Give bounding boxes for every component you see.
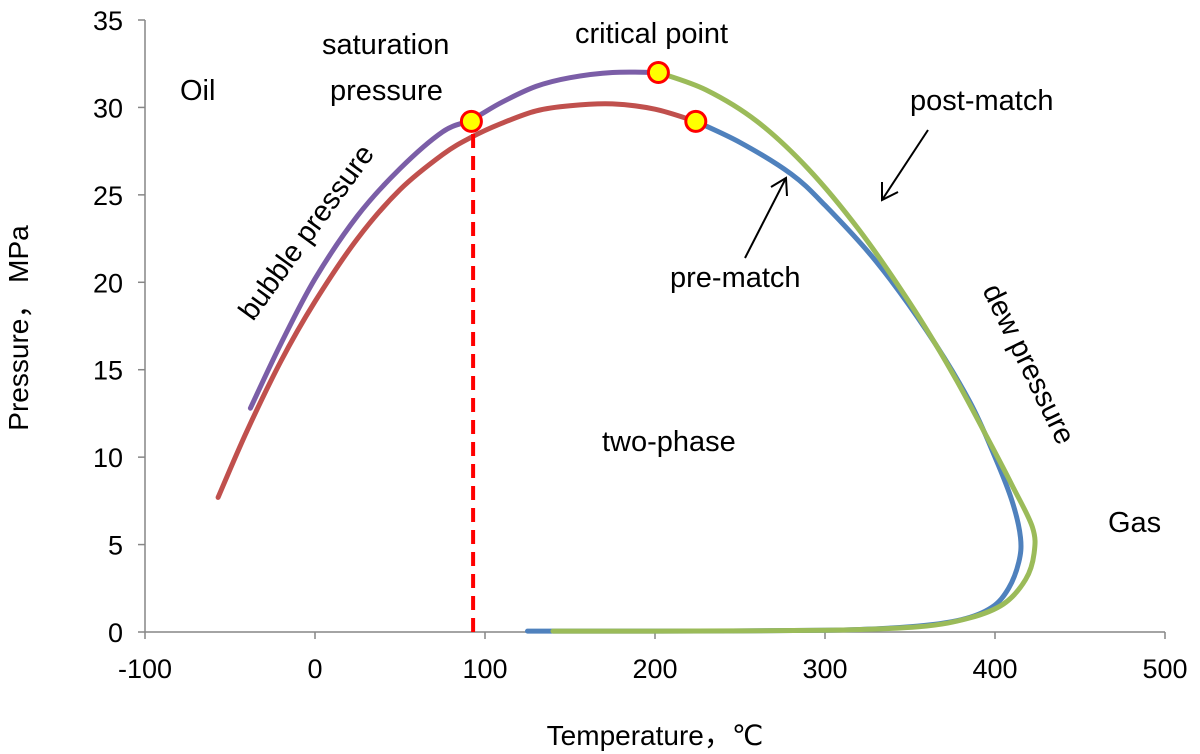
y-tick-label: 15 — [93, 356, 123, 386]
x-axis-title: Temperature，℃ — [547, 720, 764, 751]
x-tick-label: 200 — [632, 654, 677, 684]
point-marker — [459, 109, 483, 133]
label-two-phase: two-phase — [602, 426, 736, 458]
plot-markers — [459, 60, 708, 133]
y-axis-title: Pressure， MPa — [3, 225, 34, 431]
label-post-match: post-match — [910, 85, 1053, 117]
x-tick-label: 100 — [462, 654, 507, 684]
label-saturation-pressure: pressure — [330, 75, 443, 107]
axes: -100 0 100 200 300 400 500 0 5 10 15 20 25 30 35 Temper… — [3, 6, 1188, 751]
x-tick-label: 400 — [972, 654, 1017, 684]
label-saturation: saturation — [322, 29, 449, 61]
x-tick-label: 300 — [802, 654, 847, 684]
y-tick-label: 0 — [108, 618, 123, 648]
y-tick-label: 30 — [93, 93, 123, 123]
y-tick-label: 20 — [93, 268, 123, 298]
point-marker — [646, 60, 670, 84]
y-tick-label: 35 — [93, 6, 123, 36]
y-tick-label: 25 — [93, 181, 123, 211]
y-tick-label: 5 — [108, 531, 123, 561]
label-oil: Oil — [180, 75, 215, 107]
point-marker — [684, 109, 708, 133]
label-dew-pressure: dew pressure — [976, 279, 1081, 450]
pre-match-dew-curve — [525, 118, 1024, 634]
pre-match-arrow — [744, 176, 788, 259]
post-match-dew-curve — [550, 70, 1038, 634]
post-match-bubble-curve — [247, 69, 661, 411]
x-tick-label: 500 — [1142, 654, 1187, 684]
label-pre-match: pre-match — [670, 262, 801, 294]
x-tick-label: 0 — [307, 654, 322, 684]
label-critical-point: critical point — [575, 18, 728, 50]
y-tick-label: 10 — [93, 443, 123, 473]
pre-match-bubble-curve — [215, 101, 699, 500]
plot-lines — [215, 69, 1038, 634]
post-match-arrow — [881, 129, 929, 202]
x-tick-label: -100 — [118, 654, 172, 684]
label-gas: Gas — [1108, 507, 1161, 539]
